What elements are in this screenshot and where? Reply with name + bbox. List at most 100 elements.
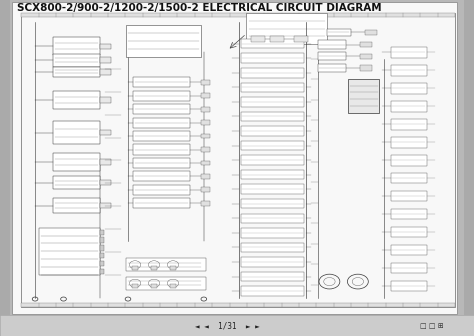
Bar	[100, 57, 111, 63]
Bar	[100, 253, 104, 258]
Bar	[246, 13, 327, 44]
Bar	[241, 155, 304, 165]
Bar	[241, 39, 304, 48]
Bar	[100, 269, 104, 274]
Bar	[21, 303, 455, 307]
Bar	[100, 180, 111, 185]
Bar	[133, 171, 190, 181]
Bar	[132, 266, 138, 270]
Bar	[241, 272, 304, 281]
Bar	[21, 13, 455, 17]
Bar	[100, 229, 104, 235]
Bar	[201, 120, 210, 125]
Bar	[100, 238, 104, 243]
Bar	[391, 137, 427, 148]
Bar	[391, 65, 427, 76]
Bar	[241, 97, 304, 107]
Bar	[241, 126, 304, 136]
Bar	[391, 83, 427, 93]
Bar	[201, 174, 210, 179]
Bar	[100, 261, 104, 266]
Bar	[241, 141, 304, 150]
Bar	[391, 191, 427, 202]
Bar	[201, 147, 210, 152]
Bar	[21, 13, 455, 307]
Bar	[241, 184, 304, 194]
Bar	[241, 170, 304, 179]
Bar	[391, 245, 427, 255]
Bar	[53, 37, 100, 55]
Bar	[318, 40, 346, 49]
Text: SCX800-2/900-2/1200-2/1500-2 ELECTRICAL CIRCUIT DIAGRAM: SCX800-2/900-2/1200-2/1500-2 ELECTRICAL …	[17, 3, 381, 13]
Bar	[365, 30, 377, 35]
Bar	[294, 36, 308, 42]
Bar	[241, 243, 304, 252]
Bar	[201, 107, 210, 112]
Bar	[133, 91, 190, 101]
Bar	[241, 257, 304, 267]
Bar	[53, 54, 100, 67]
Bar	[133, 158, 190, 168]
Bar	[133, 144, 190, 155]
Bar	[133, 198, 190, 208]
Bar	[241, 53, 304, 63]
Bar	[100, 69, 111, 75]
Bar	[170, 284, 176, 288]
Text: □ □ ⊞: □ □ ⊞	[419, 323, 443, 329]
Bar	[201, 80, 210, 85]
Bar	[126, 25, 201, 57]
Bar	[391, 173, 427, 183]
Bar	[360, 53, 372, 59]
Bar	[0, 315, 474, 336]
Bar	[391, 281, 427, 291]
Bar	[133, 77, 190, 87]
Bar	[53, 67, 100, 77]
Bar	[133, 131, 190, 141]
Bar	[126, 258, 206, 271]
Bar	[360, 65, 372, 71]
Bar	[133, 185, 190, 195]
Bar	[241, 68, 304, 78]
Bar	[241, 199, 304, 209]
Bar	[39, 228, 100, 275]
Bar	[241, 286, 304, 296]
Bar	[318, 64, 346, 72]
Bar	[151, 266, 157, 270]
Bar	[100, 203, 111, 209]
Bar	[53, 91, 100, 109]
Bar	[151, 284, 157, 288]
Bar	[201, 161, 210, 165]
Bar	[327, 29, 351, 36]
Bar	[126, 277, 206, 290]
Bar	[391, 263, 427, 274]
Bar	[391, 101, 427, 112]
Bar	[201, 187, 210, 192]
Bar	[132, 284, 138, 288]
Bar	[170, 266, 176, 270]
Bar	[133, 104, 190, 114]
Bar	[100, 245, 104, 251]
Bar	[270, 36, 284, 42]
Bar	[241, 112, 304, 121]
Bar	[53, 198, 100, 213]
Bar	[133, 118, 190, 128]
Bar	[391, 209, 427, 219]
Bar	[100, 130, 111, 135]
Text: ◄ ◄  1/31  ► ►: ◄ ◄ 1/31 ► ►	[195, 321, 260, 330]
Bar	[391, 119, 427, 129]
Bar	[391, 227, 427, 238]
Bar	[464, 0, 474, 315]
Bar	[100, 44, 111, 49]
Bar	[348, 79, 379, 113]
Bar	[201, 201, 210, 206]
Bar	[391, 155, 427, 166]
Bar	[391, 47, 427, 57]
Bar	[100, 97, 111, 103]
Bar	[201, 93, 210, 98]
Bar	[100, 160, 111, 165]
Bar	[318, 52, 346, 60]
Bar	[251, 36, 265, 42]
Bar	[201, 134, 210, 138]
Bar	[360, 42, 372, 47]
Bar	[53, 121, 100, 144]
